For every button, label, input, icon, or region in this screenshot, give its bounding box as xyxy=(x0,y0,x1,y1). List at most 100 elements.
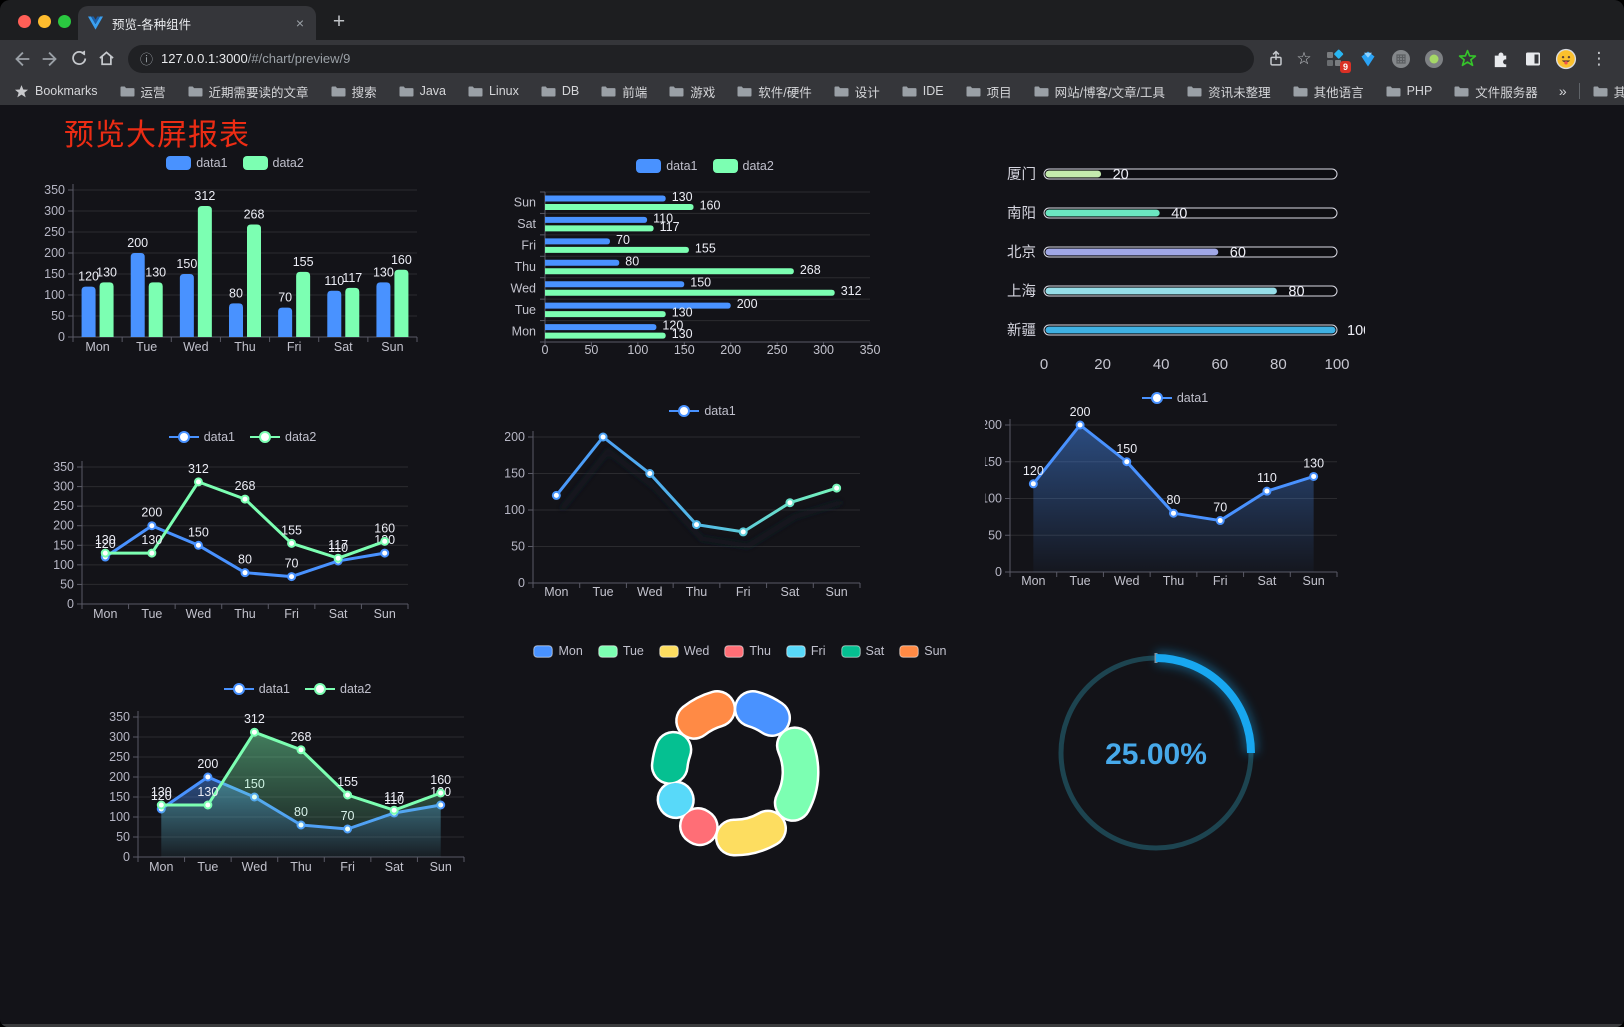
svg-text:100: 100 xyxy=(1347,323,1365,339)
svg-text:50: 50 xyxy=(60,577,74,591)
bookmark-folder-5[interactable]: Linux xyxy=(467,84,519,98)
svg-text:Wed: Wed xyxy=(242,860,268,874)
svg-text:100: 100 xyxy=(53,558,74,572)
recorder-extension-icon[interactable] xyxy=(1423,48,1445,70)
svg-text:100: 100 xyxy=(627,343,648,357)
svg-text:Tue: Tue xyxy=(141,607,162,621)
bookmark-folder-7[interactable]: 前端 xyxy=(600,82,647,101)
legend-item-data2[interactable]: data2 xyxy=(242,156,304,170)
bookmark-folder-8[interactable]: 游戏 xyxy=(668,82,715,101)
bookmark-folder-1[interactable]: 运营 xyxy=(119,82,166,101)
back-button[interactable] xyxy=(8,45,36,73)
svg-text:120: 120 xyxy=(1023,464,1044,478)
svg-text:80: 80 xyxy=(1288,284,1304,300)
browser-tab[interactable]: 预览-各种组件 × xyxy=(78,6,316,40)
green-star-extension-icon[interactable] xyxy=(1456,48,1478,70)
svg-text:Thu: Thu xyxy=(234,607,256,621)
legend-item-Wed[interactable]: Wed xyxy=(659,644,709,658)
extensions-puzzle-icon[interactable] xyxy=(1489,48,1511,70)
new-tab-button[interactable]: + xyxy=(332,10,346,33)
svg-text:312: 312 xyxy=(194,189,215,203)
gray-circle-extension-icon[interactable] xyxy=(1390,48,1412,70)
legend-item-data1[interactable]: data1 xyxy=(636,159,698,173)
browser-menu-icon[interactable]: ⋮ xyxy=(1590,49,1608,68)
svg-text:Sun: Sun xyxy=(514,196,536,210)
bookmark-folder-10[interactable]: 设计 xyxy=(833,82,880,101)
bookmark-folder-14[interactable]: 资讯未整理 xyxy=(1186,82,1271,101)
bookmark-folder-4[interactable]: Java xyxy=(398,84,446,98)
bookmark-folder-17[interactable]: 文件服务器 xyxy=(1453,82,1538,101)
reload-button[interactable] xyxy=(64,45,92,73)
svg-text:130: 130 xyxy=(96,265,117,279)
svg-text:Thu: Thu xyxy=(290,860,312,874)
svg-text:200: 200 xyxy=(141,506,162,520)
svg-text:268: 268 xyxy=(291,730,312,744)
bookmarks-overflow-chevron[interactable]: » xyxy=(1558,83,1567,99)
bookmarks-divider xyxy=(1578,83,1580,99)
svg-text:Sat: Sat xyxy=(517,217,536,231)
profile-avatar-emoji[interactable] xyxy=(1555,48,1577,70)
close-window-button[interactable] xyxy=(18,15,31,28)
svg-text:Wed: Wed xyxy=(1114,574,1140,588)
legend-item-data1[interactable]: data1 xyxy=(168,430,235,444)
bookmark-folder-9[interactable]: 软件/硬件 xyxy=(736,82,812,101)
tab-close-icon[interactable]: × xyxy=(295,15,304,31)
legend-item-Sat[interactable]: Sat xyxy=(840,644,884,658)
legend-item-Tue[interactable]: Tue xyxy=(598,644,644,658)
svg-text:Wed: Wed xyxy=(186,607,212,621)
svg-text:Tue: Tue xyxy=(593,585,614,599)
site-info-icon[interactable]: ⓘ xyxy=(140,52,154,67)
legend-item-data2[interactable]: data2 xyxy=(712,159,774,173)
svg-text:Tue: Tue xyxy=(197,860,218,874)
legend-item-data1[interactable]: data1 xyxy=(1141,391,1208,405)
legend-item-Thu[interactable]: Thu xyxy=(724,644,771,658)
svg-text:268: 268 xyxy=(235,479,256,493)
bookmark-folder-3[interactable]: 搜索 xyxy=(330,82,377,101)
address-bar[interactable]: ⓘ 127.0.0.1:3000/#/chart/preview/9 xyxy=(128,44,1254,73)
svg-text:100: 100 xyxy=(505,503,525,517)
vue-devtools-extension-icon[interactable]: 9 xyxy=(1324,48,1351,73)
bookmark-folder-12[interactable]: 项目 xyxy=(965,82,1012,101)
svg-text:0: 0 xyxy=(995,565,1002,579)
svg-text:155: 155 xyxy=(695,241,716,255)
share-icon[interactable] xyxy=(1262,45,1290,73)
forward-button[interactable] xyxy=(36,45,64,73)
bookmark-folder-16[interactable]: PHP xyxy=(1385,84,1432,98)
legend-item-Fri[interactable]: Fri xyxy=(786,644,826,658)
area-line-chart: 0 50 100 150 200 Mon Tue Wed Thu Fri Sat Sun 120 200 1… xyxy=(985,386,1365,604)
side-panel-icon[interactable] xyxy=(1522,48,1544,70)
minimize-window-button[interactable] xyxy=(38,15,51,28)
legend-item-Mon[interactable]: Mon xyxy=(533,644,583,658)
legend-item-data1[interactable]: data1 xyxy=(223,682,290,696)
legend-item-data1[interactable]: data1 xyxy=(166,156,228,170)
legend-item-data2[interactable]: data2 xyxy=(250,430,316,444)
svg-text:Tue: Tue xyxy=(515,303,536,317)
bookmark-folder-15[interactable]: 其他语言 xyxy=(1292,82,1364,101)
svg-text:0: 0 xyxy=(67,597,74,611)
svg-text:80: 80 xyxy=(1270,356,1287,373)
svg-text:268: 268 xyxy=(244,207,265,221)
svg-text:Thu: Thu xyxy=(1163,574,1185,588)
svg-text:300: 300 xyxy=(813,343,834,357)
bookmark-folder-13[interactable]: 网站/博客/文章/工具 xyxy=(1033,82,1165,101)
bookmarks-star-item[interactable]: Bookmarks xyxy=(14,84,98,99)
zoom-window-button[interactable] xyxy=(58,15,71,28)
bookmark-folder-6[interactable]: DB xyxy=(540,84,579,98)
svg-text:200: 200 xyxy=(197,757,218,771)
bookmark-folder-2[interactable]: 近期需要读的文章 xyxy=(187,82,309,101)
other-bookmarks-folder[interactable]: 其他书签 xyxy=(1592,82,1624,101)
legend-item-Sun[interactable]: Sun xyxy=(899,644,947,658)
svg-text:Sun: Sun xyxy=(826,585,848,599)
svg-text:0: 0 xyxy=(542,343,549,357)
bookmark-star-icon[interactable]: ☆ xyxy=(1296,49,1312,68)
chart-legend: data1 data2 xyxy=(505,158,905,174)
svg-text:50: 50 xyxy=(51,309,65,323)
legend-item-data2[interactable]: data2 xyxy=(305,682,371,696)
gem-extension-icon[interactable] xyxy=(1357,48,1379,70)
legend-item-data1[interactable]: data1 xyxy=(669,404,736,418)
svg-text:200: 200 xyxy=(109,770,130,784)
home-button[interactable] xyxy=(92,45,120,73)
bookmark-folder-11[interactable]: IDE xyxy=(901,84,944,98)
svg-text:60: 60 xyxy=(1230,245,1246,261)
svg-text:110: 110 xyxy=(328,541,348,555)
